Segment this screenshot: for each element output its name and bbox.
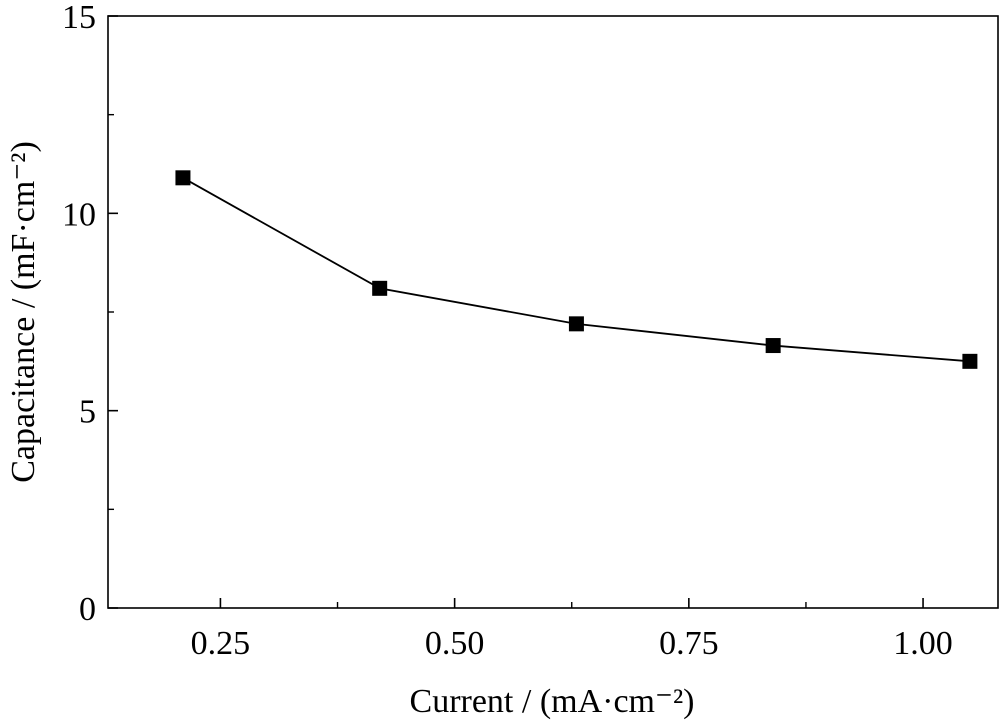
axes (107, 15, 999, 609)
y-tick-label: 5 (79, 394, 96, 431)
series-line (182, 177, 970, 363)
y-axis-title: Capacitance / (mF·cm⁻²) (5, 141, 42, 483)
data-point-marker (175, 170, 191, 186)
ticks: 0.25 0.50 0.75 1.00 0 5 10 15 (62, 0, 953, 662)
y-tick-label: 15 (62, 0, 96, 36)
x-tick-label: 0.75 (659, 625, 719, 662)
data-point-marker (765, 338, 781, 354)
x-tick-label: 1.00 (893, 625, 953, 662)
data-point-marker (962, 353, 978, 369)
data-point-marker (372, 280, 388, 296)
x-axis-title: Current / (mA·cm⁻²) (410, 683, 695, 720)
y-tick-label: 10 (62, 196, 96, 233)
series (175, 170, 978, 369)
x-tick-label: 0.25 (191, 625, 251, 662)
plot-frame (107, 15, 999, 609)
data-point-marker (568, 316, 584, 332)
x-tick-label: 0.50 (425, 625, 485, 662)
y-tick-label: 0 (79, 591, 96, 628)
